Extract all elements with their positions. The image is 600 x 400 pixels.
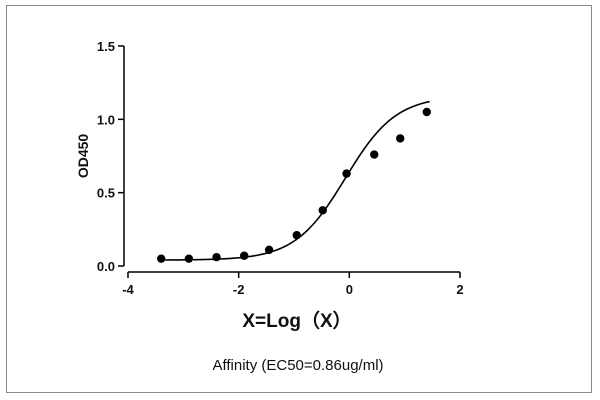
y-tick-label: 1.0 xyxy=(97,112,115,127)
data-points xyxy=(157,107,431,263)
data-point xyxy=(292,231,301,240)
x-ticks: -4 -2 0 2 xyxy=(122,272,464,297)
x-tick-label: 0 xyxy=(346,282,353,297)
data-point xyxy=(396,134,405,143)
y-axis-title: OD450 xyxy=(75,134,91,179)
x-tick-label: 2 xyxy=(456,282,463,297)
y-tick-label: 0.5 xyxy=(97,186,115,201)
y-ticks: 0.0 0.5 1.0 1.5 xyxy=(97,39,124,274)
data-point xyxy=(212,253,221,262)
data-point xyxy=(422,107,431,117)
x-tick-label: -2 xyxy=(233,282,245,297)
data-point xyxy=(184,254,194,263)
y-tick-label: 1.5 xyxy=(97,39,115,54)
data-point xyxy=(264,245,274,255)
y-tick-label: 0.0 xyxy=(97,259,115,274)
data-point xyxy=(157,254,166,263)
x-axis-title: X=Log（X） xyxy=(242,309,351,332)
chart-caption: Affinity (EC50=0.86ug/ml) xyxy=(212,357,383,374)
x-axis: -4 -2 0 2 xyxy=(122,271,464,297)
fit-curve xyxy=(158,100,430,261)
data-point xyxy=(370,150,379,159)
data-point xyxy=(318,206,327,215)
y-axis: 0.0 0.5 1.0 1.5 xyxy=(97,39,125,274)
chart-frame xyxy=(6,5,592,393)
data-point xyxy=(240,251,249,260)
data-point xyxy=(342,169,351,178)
x-tick-label: -4 xyxy=(122,282,134,297)
